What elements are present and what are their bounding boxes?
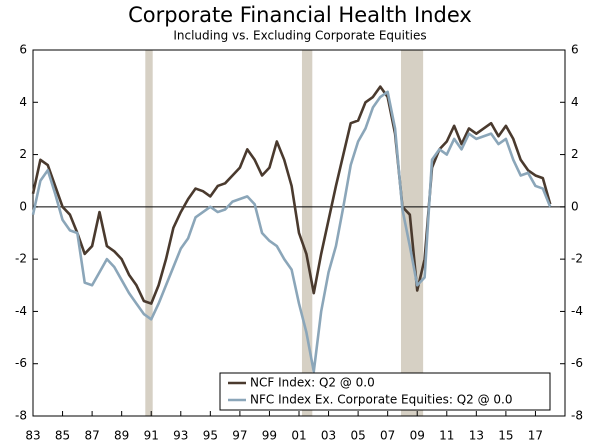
series-line bbox=[31, 85, 552, 305]
y-tick-label: 4 bbox=[19, 95, 27, 109]
x-tick-label: 15 bbox=[498, 429, 513, 443]
x-tick-label: 13 bbox=[469, 429, 484, 443]
x-tick-label: 07 bbox=[380, 429, 395, 443]
y2-tick-label: 6 bbox=[571, 43, 579, 57]
y-tick-label: 0 bbox=[19, 199, 27, 213]
chart-subtitle: Including vs. Excluding Corporate Equiti… bbox=[173, 29, 426, 43]
y2-tick-label: -6 bbox=[571, 356, 583, 370]
y-tick-label: -6 bbox=[15, 356, 27, 370]
chart-title: Corporate Financial Health Index bbox=[128, 3, 472, 27]
x-tick-label: 95 bbox=[203, 429, 218, 443]
x-tick-label: 05 bbox=[350, 429, 365, 443]
x-tick-label: 99 bbox=[262, 429, 277, 443]
x-tick-label: 17 bbox=[528, 429, 543, 443]
x-tick-label: 89 bbox=[114, 429, 129, 443]
x-tick-label: 03 bbox=[321, 429, 336, 443]
x-tick-label: 93 bbox=[173, 429, 188, 443]
x-tick-label: 11 bbox=[439, 429, 454, 443]
y2-tick-label: 0 bbox=[571, 199, 579, 213]
x-tick-label: 85 bbox=[55, 429, 70, 443]
y-tick-label: -2 bbox=[15, 252, 27, 266]
x-tick-label: 87 bbox=[84, 429, 99, 443]
y2-tick-label: -8 bbox=[571, 409, 583, 423]
recession-band bbox=[145, 50, 153, 416]
y2-tick-label: 4 bbox=[571, 95, 579, 109]
x-tick-label: 01 bbox=[291, 429, 306, 443]
legend-box bbox=[219, 372, 551, 411]
series-line bbox=[31, 90, 552, 373]
y2-tick-label: -4 bbox=[571, 304, 583, 318]
y-tick-label: 2 bbox=[19, 147, 27, 161]
recession-band bbox=[301, 50, 313, 416]
y2-tick-label: -2 bbox=[571, 252, 583, 266]
x-tick-label: 97 bbox=[232, 429, 247, 443]
legend-label: NCF Index: Q2 @ 0.0 bbox=[250, 376, 375, 390]
x-tick-label: 83 bbox=[25, 429, 40, 443]
x-tick-label: 09 bbox=[410, 429, 425, 443]
y-tick-label: 6 bbox=[19, 43, 27, 57]
x-tick-label: 91 bbox=[144, 429, 159, 443]
legend-label: NFC Index Ex. Corporate Equities: Q2 @ 0… bbox=[250, 393, 513, 407]
y-tick-label: -8 bbox=[15, 409, 27, 423]
y2-tick-label: 2 bbox=[571, 147, 579, 161]
y-tick-label: -4 bbox=[15, 304, 27, 318]
